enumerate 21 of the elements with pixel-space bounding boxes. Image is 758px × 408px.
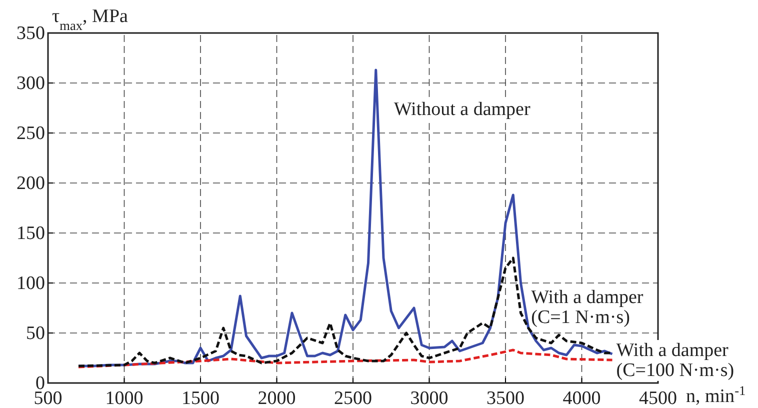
y-tick-label: 250 bbox=[16, 123, 45, 144]
x-tick-label: 1500 bbox=[182, 388, 220, 408]
y-tick-label: 50 bbox=[26, 323, 45, 344]
series-label: With a damper (C=1 N·m·s) bbox=[531, 287, 644, 328]
x-tick-label: 4000 bbox=[562, 388, 601, 408]
x-tick-label: 2500 bbox=[334, 388, 372, 408]
x-tick-label: 4500 bbox=[639, 388, 677, 408]
series-label: With a damper (C=100 N·m·s) bbox=[616, 340, 734, 381]
y-tick-label: 150 bbox=[16, 223, 45, 244]
y-tick-label: 100 bbox=[16, 273, 45, 294]
x-tick-label: 3000 bbox=[410, 388, 448, 408]
x-tick-label: 2000 bbox=[258, 388, 296, 408]
x-tick-label: 3500 bbox=[486, 388, 524, 408]
y-tick-label: 200 bbox=[16, 173, 45, 194]
y-tick-label: 350 bbox=[16, 23, 45, 44]
line-series bbox=[77, 348, 614, 368]
series-label: Without a damper bbox=[394, 99, 531, 120]
y-tick-label: 300 bbox=[16, 73, 45, 94]
x-axis-title: n, min$^{-1}$ bbox=[686, 382, 746, 407]
y-axis-title: τ$_{max}$, MPa bbox=[52, 6, 129, 32]
x-tick-label: 1000 bbox=[105, 388, 144, 408]
